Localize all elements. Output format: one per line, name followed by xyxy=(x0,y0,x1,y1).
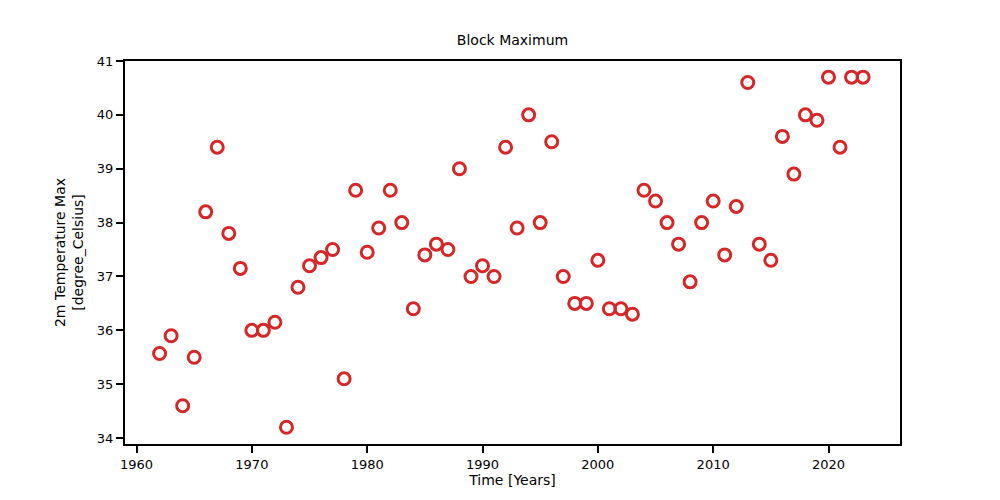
svg-text:34: 34 xyxy=(97,431,114,446)
svg-text:40: 40 xyxy=(97,107,114,122)
svg-text:2010: 2010 xyxy=(697,457,730,472)
svg-text:37: 37 xyxy=(97,269,114,284)
svg-text:1980: 1980 xyxy=(351,457,384,472)
svg-text:39: 39 xyxy=(97,161,114,176)
svg-text:35: 35 xyxy=(97,377,114,392)
svg-text:1990: 1990 xyxy=(466,457,499,472)
svg-text:2000: 2000 xyxy=(581,457,614,472)
svg-text:Time [Years]: Time [Years] xyxy=(468,472,556,488)
svg-text:1970: 1970 xyxy=(235,457,268,472)
svg-text:41: 41 xyxy=(97,54,114,69)
svg-text:36: 36 xyxy=(97,323,114,338)
svg-text:38: 38 xyxy=(97,215,114,230)
svg-text:2020: 2020 xyxy=(812,457,845,472)
svg-text:2m Temperature Max[degree_Cels: 2m Temperature Max[degree_Celsius] xyxy=(52,178,86,327)
svg-text:1960: 1960 xyxy=(120,457,153,472)
svg-text:Block Maximum: Block Maximum xyxy=(457,32,568,48)
